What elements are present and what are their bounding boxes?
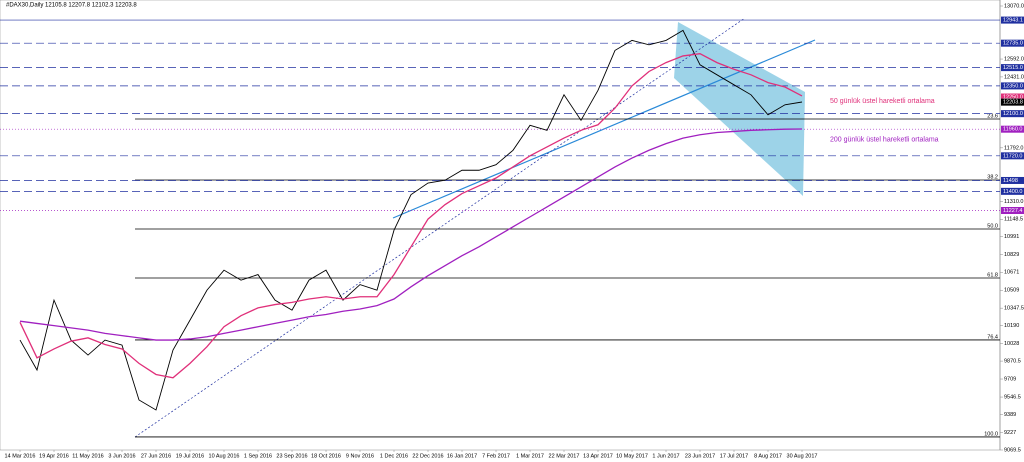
y-tick-label: 10829 <box>1004 252 1019 258</box>
y-tick-label: 9069.5 <box>1004 447 1021 453</box>
price-tag-label: 11960.0 <box>1003 127 1022 133</box>
x-tick-label: 14 Mar 2016 <box>5 453 36 459</box>
y-tick-label: 9546.5 <box>1004 395 1021 401</box>
series-line <box>19 53 803 379</box>
y-tick-label: 10509 <box>1004 288 1019 294</box>
price-tag <box>1001 82 1024 90</box>
price-tag <box>1001 187 1024 195</box>
fib-label: 61.8 <box>987 272 998 278</box>
price-tag-label: 12350.0 <box>1003 83 1023 89</box>
x-tick-label: 9 Nov 2016 <box>346 453 374 459</box>
annotation: 200 günlük üstel hareketli ortalama <box>830 137 939 144</box>
x-tick-label: 10 Aug 2016 <box>209 453 240 459</box>
fib-label: 100.0 <box>984 431 998 437</box>
series-line <box>19 29 803 411</box>
y-tick-label: 13070.0 <box>1004 3 1024 9</box>
price-tag <box>1001 176 1024 184</box>
x-tick-label: 23 Sep 2016 <box>276 453 307 459</box>
y-tick-label: 11148.5 <box>1004 217 1023 223</box>
x-tick-label: 10 May 2017 <box>616 453 648 459</box>
x-tick-label: 22 Dec 2016 <box>412 453 443 459</box>
price-tag-label: 12735.0 <box>1003 41 1023 47</box>
y-tick-label: 9227 <box>1004 430 1016 436</box>
price-tag <box>1001 152 1024 160</box>
x-tick-label: 16 Jan 2017 <box>447 453 477 459</box>
x-tick-label: 23 Jun 2017 <box>685 453 715 459</box>
chart-title: #DAX30,Daily 12105.8 12207.8 12102.3 122… <box>6 3 137 9</box>
y-tick-label: 9389 <box>1004 412 1016 418</box>
y-tick-label: 11310.0 <box>1004 199 1023 205</box>
price-tag <box>1001 110 1024 118</box>
plot-frame <box>0 0 1001 451</box>
price-tag <box>1001 207 1024 215</box>
annotation: 50 günlük üstel hareketli ortalama <box>830 98 935 105</box>
price-tag-label: 12515.0 <box>1003 65 1023 71</box>
y-tick-label: 10028 <box>1004 341 1019 347</box>
x-tick-label: 22 Mar 2017 <box>549 453 580 459</box>
price-tag <box>1001 98 1024 106</box>
price-tag <box>1001 93 1024 101</box>
price-tag <box>1001 39 1024 47</box>
x-tick-label: 1 Mar 2017 <box>516 453 544 459</box>
y-tick-label: 11792.0 <box>1004 145 1023 151</box>
fib-label: 76.4 <box>987 334 998 340</box>
x-tick-label: 1 Jun 2017 <box>652 453 679 459</box>
x-tick-label: 1 Sep 2016 <box>244 453 272 459</box>
price-tag-label: 12100.0 <box>1003 111 1023 117</box>
x-tick-label: 8 Aug 2017 <box>754 453 782 459</box>
price-tag-label: 11720.0 <box>1003 153 1022 159</box>
x-tick-label: 11 May 2016 <box>72 453 103 459</box>
y-tick-label: 9709 <box>1004 376 1016 382</box>
y-tick-label: 10347.5 <box>1004 306 1024 312</box>
fib-label: 38.2 <box>987 174 998 180</box>
y-tick-label: 12592.0 <box>1004 57 1024 63</box>
price-tag-label: 11227.4 <box>1003 208 1022 214</box>
price-tag <box>1001 125 1024 133</box>
x-tick-label: 19 Apr 2016 <box>39 453 69 459</box>
y-tick-label: 10190 <box>1004 323 1019 329</box>
price-tag <box>1001 16 1024 24</box>
x-tick-label: 17 Jul 2017 <box>720 453 748 459</box>
x-tick-label: 1 Dec 2016 <box>380 453 408 459</box>
x-tick-label: 3 Jun 2016 <box>108 453 135 459</box>
diagonal-line <box>134 17 746 438</box>
series-line <box>19 128 803 341</box>
price-tag-label: 12203.8 <box>1003 100 1023 106</box>
y-tick-label: 10671 <box>1004 270 1019 276</box>
x-tick-label: 18 Oct 2016 <box>311 453 341 459</box>
fib-label: 50.0 <box>987 223 998 229</box>
y-tick-label: 10991 <box>1004 234 1019 240</box>
fib-label: 23.6 <box>987 113 998 119</box>
x-tick-label: 13 Apr 2017 <box>583 453 613 459</box>
price-tag-label: 12943.1 <box>1003 18 1023 24</box>
x-tick-label: 30 Aug 2017 <box>787 453 818 459</box>
price-tag-label: 11400.0 <box>1003 189 1022 195</box>
price-tag <box>1001 64 1024 72</box>
y-tick-label: 12431.0 <box>1004 74 1024 80</box>
x-tick-label: 19 Jul 2016 <box>176 453 204 459</box>
price-tag-label: 12250.0 <box>1003 94 1023 100</box>
trend-channel <box>674 22 805 196</box>
y-tick-label: 9870.5 <box>1004 359 1021 365</box>
x-tick-label: 27 Jun 2016 <box>141 453 171 459</box>
x-tick-label: 7 Feb 2017 <box>482 453 510 459</box>
price-tag-label: 11498 <box>1003 178 1018 184</box>
